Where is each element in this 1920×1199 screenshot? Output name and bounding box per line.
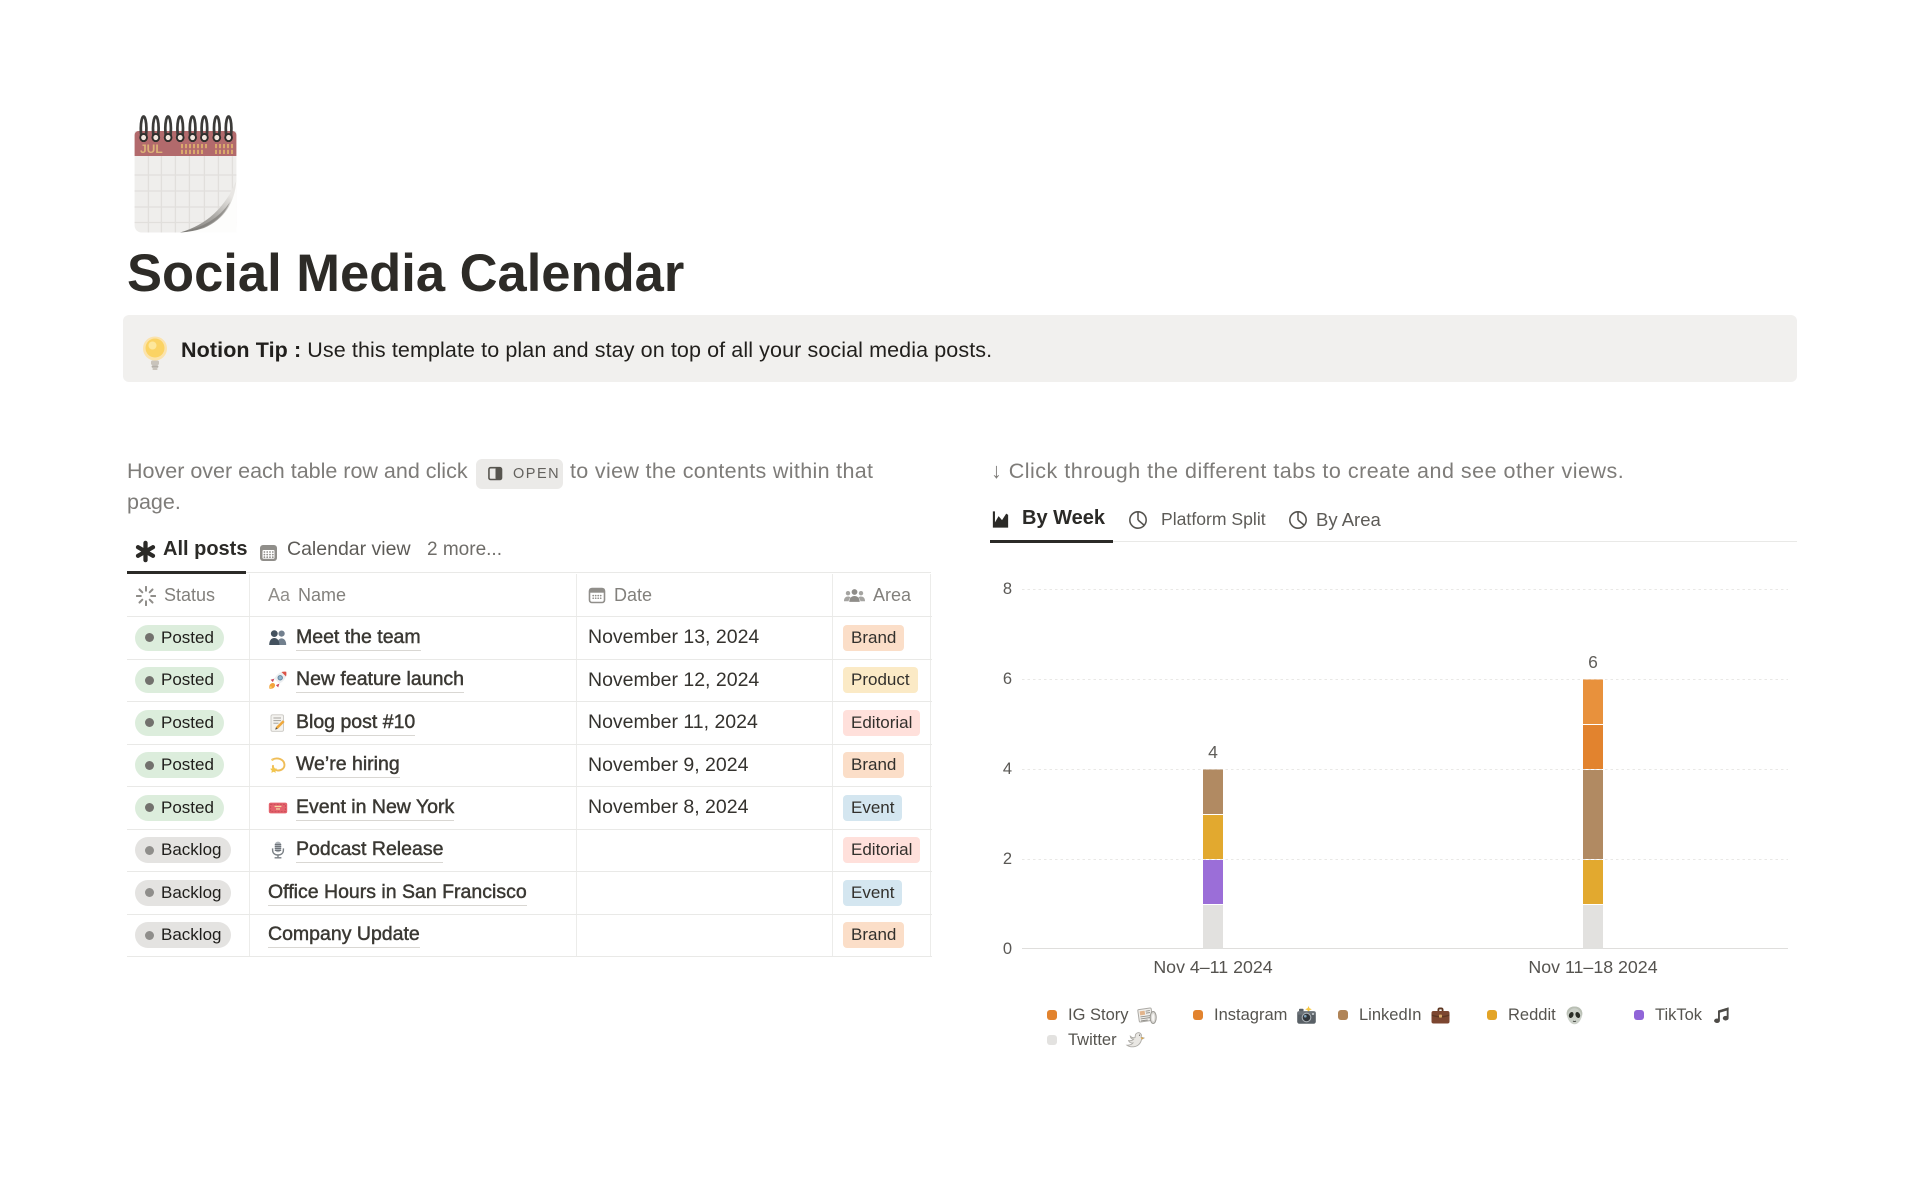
svg-text:JUL: JUL	[140, 142, 163, 156]
